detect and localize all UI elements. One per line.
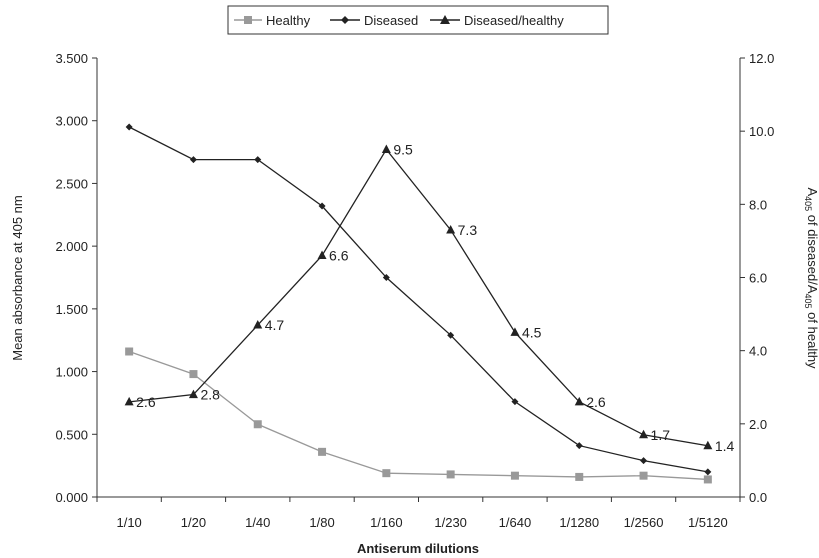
legend-box	[227, 5, 609, 35]
y-axis-title-left: Mean absorbance at 405 nm	[10, 195, 25, 361]
point-healthy	[575, 472, 584, 481]
data-label: 6.6	[329, 248, 349, 264]
x-tick-label: 1/40	[245, 515, 270, 530]
y-tick-label-left: 0.000	[55, 490, 88, 505]
legend-marker-ratio	[440, 15, 450, 24]
y-axis-title-right: A405 of diseased/A405 of healthy	[803, 187, 819, 369]
point-diseased	[575, 442, 583, 450]
point-diseased-healthy	[381, 144, 391, 153]
y-tick-label-left: 1.500	[55, 302, 88, 317]
x-tick-label: 1/10	[116, 515, 141, 530]
y-ticks-left: 0.000 0.500 1.000 1.500 2.000 2.500 3.000 3.500	[55, 51, 97, 505]
point-diseased	[382, 274, 390, 281]
data-label: 2.8	[200, 387, 220, 403]
data-label: 9.5	[393, 141, 413, 157]
point-diseased-healthy	[510, 327, 520, 336]
point-diseased-healthy	[317, 250, 327, 260]
legend-label-diseased: Diseased	[364, 13, 418, 28]
point-healthy	[382, 469, 391, 478]
point-healthy	[189, 370, 198, 379]
y-tick-label-right: 12.0	[749, 51, 774, 66]
legend-label-ratio: Diseased/healthy	[464, 13, 564, 28]
point-diseased-healthy	[639, 429, 649, 439]
x-tick-label: 1/2560	[624, 515, 664, 530]
y-tick-label-left: 0.500	[55, 427, 88, 442]
y-tick-label-right: 10.0	[749, 124, 774, 139]
y-tick-label-left: 2.000	[55, 239, 88, 254]
x-tick-label: 1/640	[499, 515, 532, 530]
x-tick-label: 1/20	[181, 515, 206, 530]
series-layer	[124, 123, 713, 484]
x-axis-title: Antiserum dilutions	[357, 541, 479, 556]
x-ticks: 1/10 1/20 1/40 1/80 1/160 1/230 1/640 1/1280 1/2…	[96, 497, 741, 530]
y-tick-label-left: 1.000	[55, 365, 88, 380]
y-tick-label-right: 2.0	[749, 417, 767, 432]
y-ticks-right: 0.0 2.0 4.0 6.0 8.0 10.0 12.0	[740, 51, 774, 505]
data-label: 1.4	[715, 438, 735, 454]
y-tick-label-right: 8.0	[749, 197, 767, 212]
y-tick-label-left: 2.500	[55, 176, 88, 191]
y-tick-label-right: 6.0	[749, 271, 767, 286]
point-diseased	[254, 156, 262, 164]
series-line-diseased-healthy	[129, 148, 708, 447]
legend-marker-diseased	[341, 16, 349, 24]
legend: Healthy Diseased Diseased/healthy	[227, 5, 609, 35]
point-healthy	[639, 471, 648, 480]
x-tick-label: 1/160	[370, 515, 403, 530]
y-tick-label-left: 3.000	[55, 114, 88, 129]
y-tick-label-right: 0.0	[749, 490, 767, 505]
point-diseased	[704, 468, 712, 476]
x-tick-label: 1/80	[309, 515, 334, 530]
point-healthy	[510, 471, 519, 480]
data-label: 7.3	[458, 222, 478, 238]
point-diseased	[511, 398, 519, 406]
y-tick-label-right: 4.0	[749, 344, 767, 359]
data-label: 4.5	[522, 324, 542, 340]
point-healthy	[703, 475, 712, 484]
x-tick-label: 1/5120	[688, 515, 728, 530]
series-line-diseased	[128, 126, 708, 473]
legend-label-healthy: Healthy	[266, 13, 311, 28]
x-tick-label: 1/1280	[559, 515, 599, 530]
point-diseased	[447, 331, 455, 339]
series-line-healthy	[128, 350, 708, 481]
data-label: 2.6	[136, 394, 156, 410]
point-diseased-healthy	[574, 396, 584, 406]
point-diseased	[318, 202, 326, 210]
x-tick-label: 1/230	[434, 515, 467, 530]
point-healthy	[446, 470, 455, 479]
point-diseased-healthy	[253, 320, 263, 329]
point-diseased	[125, 123, 133, 131]
data-label: 2.6	[586, 394, 606, 410]
y-tick-label-left: 3.500	[55, 51, 88, 66]
point-healthy	[253, 420, 262, 429]
point-diseased-healthy	[703, 440, 713, 450]
point-diseased-healthy	[124, 396, 134, 406]
legend-marker-healthy	[244, 16, 252, 24]
data-label: 1.7	[651, 427, 671, 443]
data-label: 4.7	[265, 317, 285, 333]
point-diseased	[189, 156, 197, 164]
point-diseased	[640, 457, 648, 465]
point-healthy	[125, 347, 134, 356]
point-healthy	[318, 447, 327, 456]
data-labels: 2.6 2.8 4.7 6.6 9.5 7.3 4.5 2.6 1.7 1.4	[136, 141, 734, 453]
point-diseased-healthy	[188, 389, 198, 399]
point-diseased-healthy	[446, 224, 456, 234]
